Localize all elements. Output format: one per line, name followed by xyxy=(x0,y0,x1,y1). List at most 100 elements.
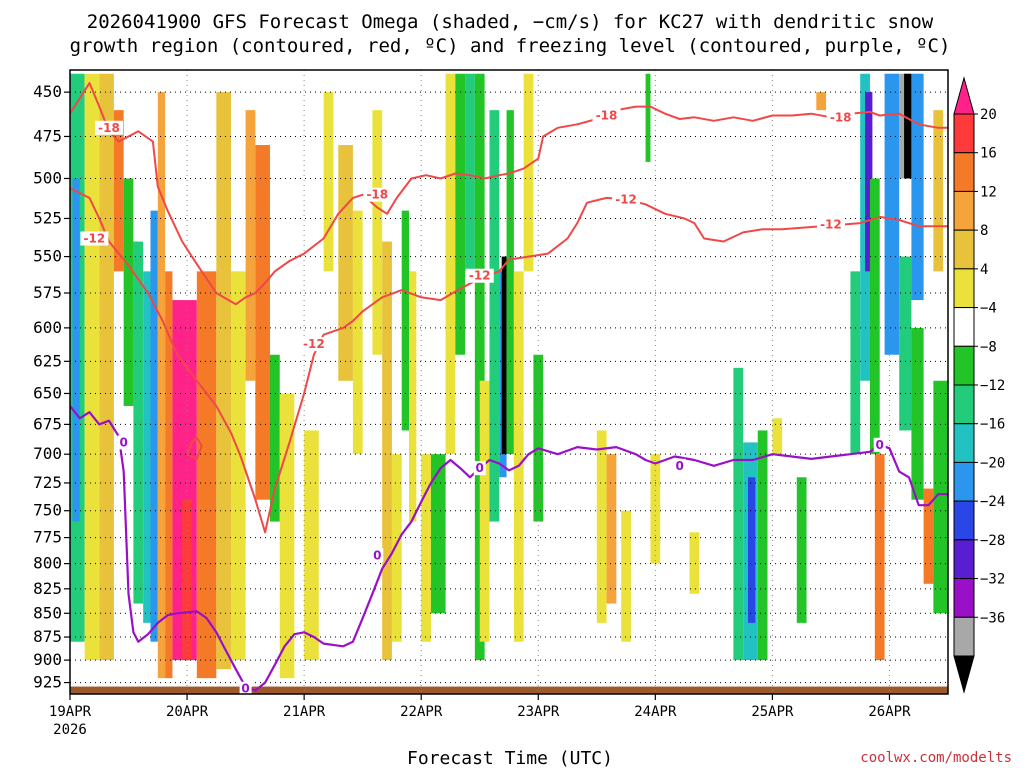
contour-label-bg xyxy=(371,548,384,563)
y-tick-label: 675 xyxy=(33,414,62,433)
omega-cell xyxy=(409,271,417,522)
colorbar-bin xyxy=(953,461,975,502)
omega-cell xyxy=(245,110,256,381)
contour-label: -12 xyxy=(469,269,491,283)
contour-label: 0 xyxy=(676,459,684,473)
contour-label-bg xyxy=(673,458,686,473)
colorbar-bin xyxy=(953,578,975,618)
contour-label: -18 xyxy=(596,108,618,122)
colorbar-label: 20 xyxy=(980,107,997,123)
y-tick-label: 775 xyxy=(33,528,62,547)
contour-labels: -18 -18 -18 -18 -12 -12 -12 -12 -12 0 0 0 0 0 0 xyxy=(80,108,886,696)
credit-text: coolwx.com/modelts xyxy=(860,750,1012,766)
omega-cell xyxy=(84,73,100,661)
colorbar-label: 4 xyxy=(980,262,988,278)
colorbar-bin xyxy=(953,345,975,386)
ground-terrain xyxy=(70,686,948,694)
x-tick-label: 26APR xyxy=(868,704,911,720)
chart-title-line-1: 2026041900 GFS Forecast Omega (shaded, −… xyxy=(87,11,934,33)
omega-cell xyxy=(689,532,700,594)
omega-cell xyxy=(645,73,651,162)
contour-label: 0 xyxy=(241,682,249,696)
omega-cell xyxy=(230,271,246,661)
contour-label-bg xyxy=(873,437,886,452)
omega-cell xyxy=(382,241,392,661)
omega-cell xyxy=(899,256,912,431)
omega-cell xyxy=(479,380,490,642)
omega-cell xyxy=(455,73,466,355)
contour-label: -18 xyxy=(366,188,388,202)
contour-label: -12 xyxy=(615,193,637,207)
omega-shading xyxy=(70,73,948,679)
colorbar-bin xyxy=(953,539,975,580)
omega-cell xyxy=(904,73,912,179)
contour-label-bg xyxy=(816,217,845,232)
contour-line xyxy=(70,405,948,692)
y-tick-label: 525 xyxy=(33,208,62,227)
omega-cell xyxy=(796,477,807,623)
contour-label: -12 xyxy=(303,337,325,351)
y-tick-label: 900 xyxy=(33,650,62,669)
x-tick-sublabel: 2026 xyxy=(53,722,87,738)
colorbar-bin xyxy=(953,190,975,231)
colorbar-bin xyxy=(953,229,975,270)
y-tick-label: 700 xyxy=(33,444,62,463)
omega-cell xyxy=(323,92,334,272)
contour-line xyxy=(186,436,203,460)
contour-label-bg xyxy=(299,337,328,352)
contour-label: -18 xyxy=(830,110,852,124)
omega-cell xyxy=(421,454,431,642)
y-tick-label: 500 xyxy=(33,168,62,187)
omega-cell xyxy=(133,241,144,604)
y-tick-label: 925 xyxy=(33,673,62,692)
contour-label: 0 xyxy=(476,461,484,475)
omega-cell xyxy=(733,367,744,661)
colorbar: 20 16 12 8 4 −4 −8 −12 −16 −20 −24 −28 −32 −36 xyxy=(953,76,1005,694)
colorbar-bin xyxy=(953,384,975,425)
colorbar-label: 12 xyxy=(980,184,997,200)
contour-line xyxy=(70,82,948,306)
omega-cell xyxy=(72,178,80,522)
omega-cell xyxy=(606,454,617,604)
y-tick-label: 825 xyxy=(33,579,62,598)
colorbar-label: 8 xyxy=(980,223,988,239)
contour-label: -18 xyxy=(98,121,120,135)
omega-cell xyxy=(513,271,524,642)
omega-cell xyxy=(596,430,607,623)
omega-cell xyxy=(748,477,756,623)
colorbar-bin xyxy=(953,423,975,463)
omega-cell xyxy=(401,210,410,431)
omega-cell xyxy=(533,354,544,522)
omega-cell xyxy=(757,430,768,661)
contour-label-bg xyxy=(465,268,494,283)
y-tick-label: 725 xyxy=(33,473,62,492)
omega-cell xyxy=(523,73,534,272)
x-axis-label: Forecast Time (UTC) xyxy=(407,748,613,768)
omega-cell xyxy=(165,271,173,679)
omega-cell xyxy=(269,354,280,522)
y-tick-label: 750 xyxy=(33,501,62,520)
colorbar-label: −36 xyxy=(980,610,1005,626)
omega-cell xyxy=(157,92,166,679)
omega-cell xyxy=(850,271,861,455)
omega-cell xyxy=(99,73,114,661)
omega-cell xyxy=(772,418,783,455)
y-tick-label: 800 xyxy=(33,554,62,573)
contour-label-bg xyxy=(592,108,621,123)
x-tick-label: 20APR xyxy=(166,704,209,720)
colorbar-label: 16 xyxy=(980,146,997,162)
omega-cell xyxy=(182,499,192,661)
y-tick-label: 450 xyxy=(33,82,62,101)
contour-label: -12 xyxy=(84,232,106,246)
colorbar-label: −24 xyxy=(980,494,1005,510)
omega-cell xyxy=(304,430,319,661)
omega-cell xyxy=(143,271,151,623)
omega-cell xyxy=(899,73,907,179)
colorbar-bin xyxy=(953,152,975,192)
omega-cell xyxy=(650,454,661,564)
colorbar-label: −8 xyxy=(980,339,997,355)
colorbar-label: −28 xyxy=(980,533,1005,549)
x-tick-label: 25APR xyxy=(751,704,794,720)
contour-label: 0 xyxy=(119,435,127,449)
omega-cell xyxy=(911,327,924,500)
